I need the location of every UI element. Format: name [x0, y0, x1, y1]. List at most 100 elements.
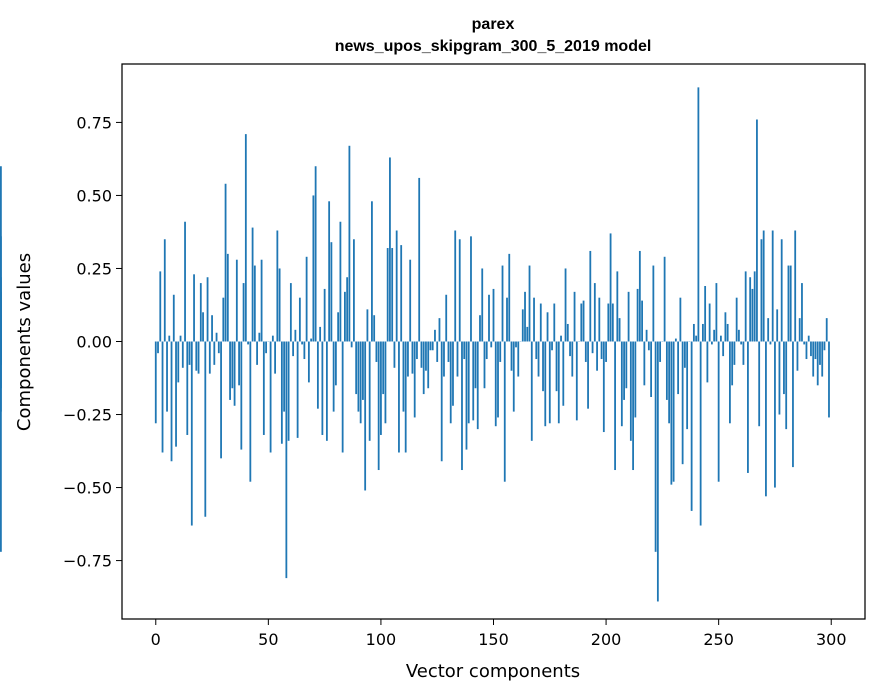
bar [260, 259, 263, 342]
bar [780, 239, 783, 342]
bar [325, 341, 328, 441]
bar [668, 341, 671, 424]
bar [316, 341, 319, 409]
bar [647, 341, 650, 351]
bar [571, 341, 574, 377]
bar [298, 297, 301, 342]
bar [828, 341, 830, 418]
bar [524, 291, 526, 342]
x-tick-label: 0 [151, 630, 161, 649]
bar [512, 341, 515, 412]
bar [526, 326, 529, 342]
bar [416, 341, 418, 360]
bar [542, 341, 544, 392]
bar [208, 341, 211, 374]
bar [740, 341, 743, 345]
bar [562, 341, 565, 406]
y-tick-label: −0.75 [63, 552, 112, 571]
bar [600, 341, 603, 360]
bar [256, 341, 258, 365]
bar [701, 323, 704, 342]
bar [762, 230, 765, 342]
bar [744, 271, 747, 342]
bar [587, 341, 589, 409]
bar [472, 341, 475, 421]
bar [454, 230, 457, 342]
bar [566, 323, 569, 342]
chart-subtitle: news_upos_skipgram_300_5_2019 model [335, 38, 652, 55]
bar [729, 341, 731, 424]
bar [362, 341, 364, 400]
bar [683, 341, 686, 368]
bar [765, 341, 767, 497]
bar [490, 341, 493, 348]
x-axis-label: Vector components [406, 661, 580, 682]
bar [427, 341, 430, 389]
bar [195, 341, 198, 371]
bar [785, 341, 788, 430]
bar [231, 341, 234, 389]
bar-series [0, 87, 830, 602]
bar [620, 341, 623, 427]
bar [611, 303, 614, 342]
bar [375, 341, 378, 362]
bar [575, 341, 578, 421]
bar [753, 271, 756, 342]
bar [596, 341, 598, 371]
bar [438, 318, 441, 342]
bar [774, 341, 776, 488]
bar [334, 341, 337, 386]
bar [726, 323, 729, 342]
bar [355, 341, 358, 395]
bar [479, 315, 481, 342]
bar [825, 318, 828, 342]
bar [271, 335, 274, 342]
bar [238, 341, 240, 386]
bar [573, 291, 576, 342]
bar [233, 341, 236, 406]
y-axis-ticks: −0.75 −0.50 −0.25 0.00 0.25 0.50 0.75 [63, 113, 122, 571]
bar [188, 341, 191, 365]
bar [792, 341, 794, 468]
bar [429, 341, 432, 351]
bar [751, 288, 754, 342]
bar [350, 341, 353, 348]
bar [269, 341, 272, 453]
bar [677, 341, 680, 395]
bar [706, 341, 709, 383]
bar [382, 341, 385, 395]
y-tick-label: 0.50 [76, 186, 112, 205]
bar [391, 248, 394, 342]
bar [584, 341, 587, 362]
bar [546, 312, 549, 342]
bar [0, 341, 2, 365]
bar [425, 341, 427, 371]
bar [220, 341, 222, 459]
bar [244, 134, 247, 342]
bar [328, 201, 331, 342]
y-axis-label: Components values [14, 253, 35, 431]
bar [418, 177, 421, 342]
bar [294, 329, 297, 342]
bar [672, 341, 675, 482]
bar [623, 341, 625, 400]
bar [625, 341, 628, 389]
bar [488, 294, 490, 342]
bar [154, 341, 157, 424]
bar [787, 265, 790, 342]
bar [323, 288, 326, 342]
bar [301, 341, 304, 345]
bar [652, 265, 655, 342]
bar [708, 303, 711, 342]
bar [420, 341, 423, 368]
bar [242, 283, 245, 342]
bar [557, 341, 560, 424]
bar [632, 341, 634, 471]
bar [659, 341, 662, 362]
bar [0, 315, 2, 342]
bar [0, 341, 2, 552]
bar [483, 341, 486, 389]
bar [310, 338, 313, 342]
bar [803, 341, 806, 345]
bar [823, 341, 826, 351]
